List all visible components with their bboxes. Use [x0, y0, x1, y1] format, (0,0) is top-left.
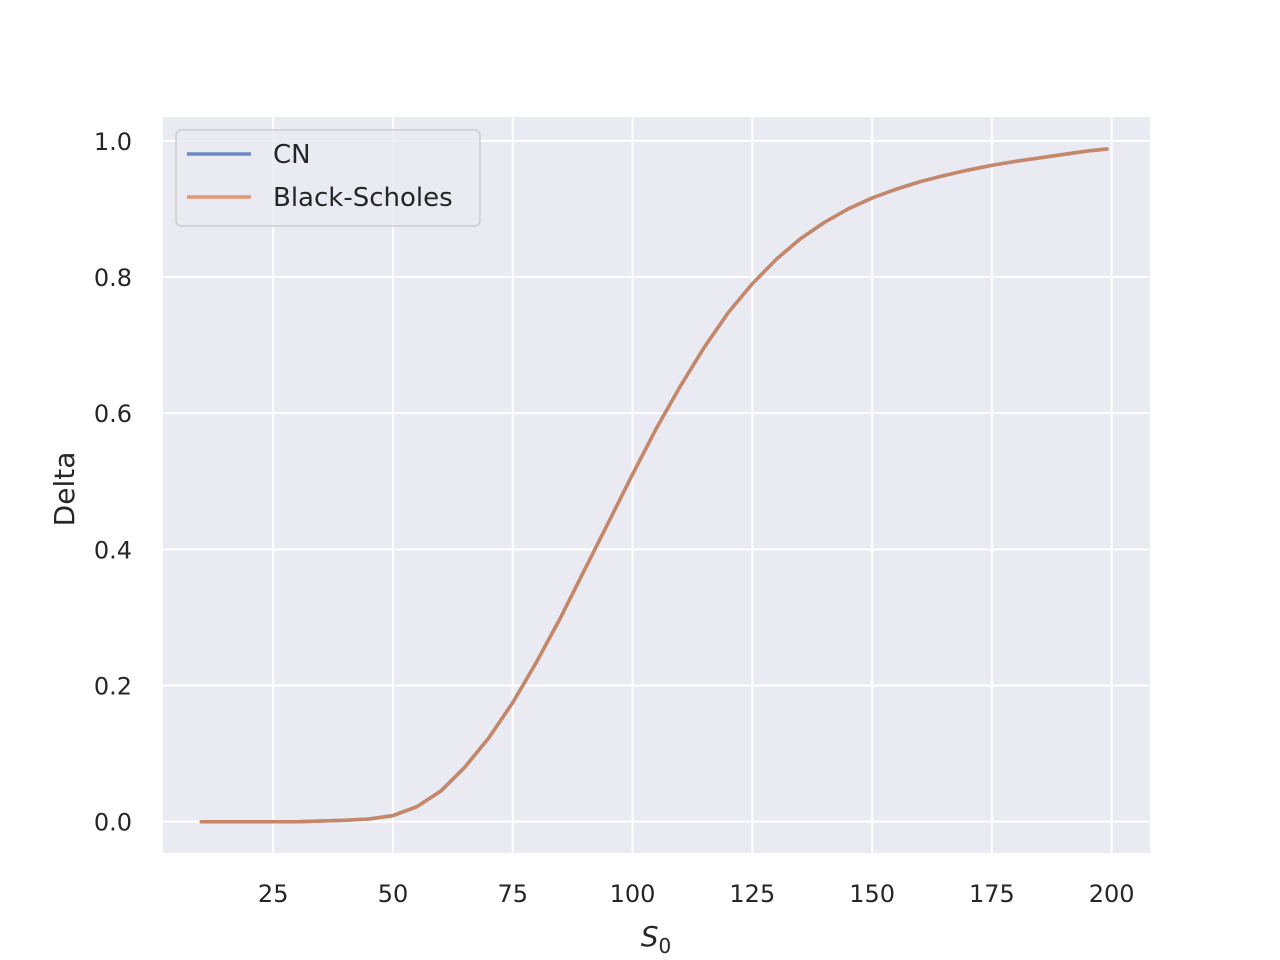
series-lines	[199, 147, 1109, 824]
x-ticks: 25 50 75 100 125 150 175 200	[258, 880, 1135, 908]
x-tick-label: 150	[849, 880, 895, 908]
x-axis-label-subscript: 0	[659, 934, 672, 958]
x-tick-label: 200	[1089, 880, 1135, 908]
x-tick-label: 100	[610, 880, 656, 908]
y-ticks: 0.0 0.2 0.4 0.6 0.8 1.0	[94, 128, 132, 837]
y-tick-label: 0.0	[94, 809, 132, 837]
legend-box	[175, 129, 481, 227]
x-tick-label: 75	[497, 880, 528, 908]
legend-label-cn: CN	[273, 140, 311, 170]
y-tick-label: 0.6	[94, 400, 132, 428]
x-tick-label: 50	[378, 880, 409, 908]
x-axis-label-main: S	[641, 920, 659, 953]
grid	[163, 117, 1150, 853]
y-axis-label: Delta	[48, 452, 81, 527]
x-tick-label: 25	[258, 880, 289, 908]
legend-label-black-scholes: Black-Scholes	[273, 183, 453, 213]
y-tick-label: 0.2	[94, 673, 132, 701]
x-tick-label: 175	[969, 880, 1015, 908]
x-axis-label: S0	[641, 920, 672, 958]
plot-area	[163, 117, 1150, 853]
series-line-black-scholes	[199, 147, 1109, 824]
legend: CN Black-Scholes	[175, 129, 481, 227]
y-tick-label: 1.0	[94, 128, 132, 156]
y-tick-label: 0.4	[94, 536, 132, 564]
y-tick-label: 0.8	[94, 264, 132, 292]
x-tick-label: 125	[729, 880, 775, 908]
